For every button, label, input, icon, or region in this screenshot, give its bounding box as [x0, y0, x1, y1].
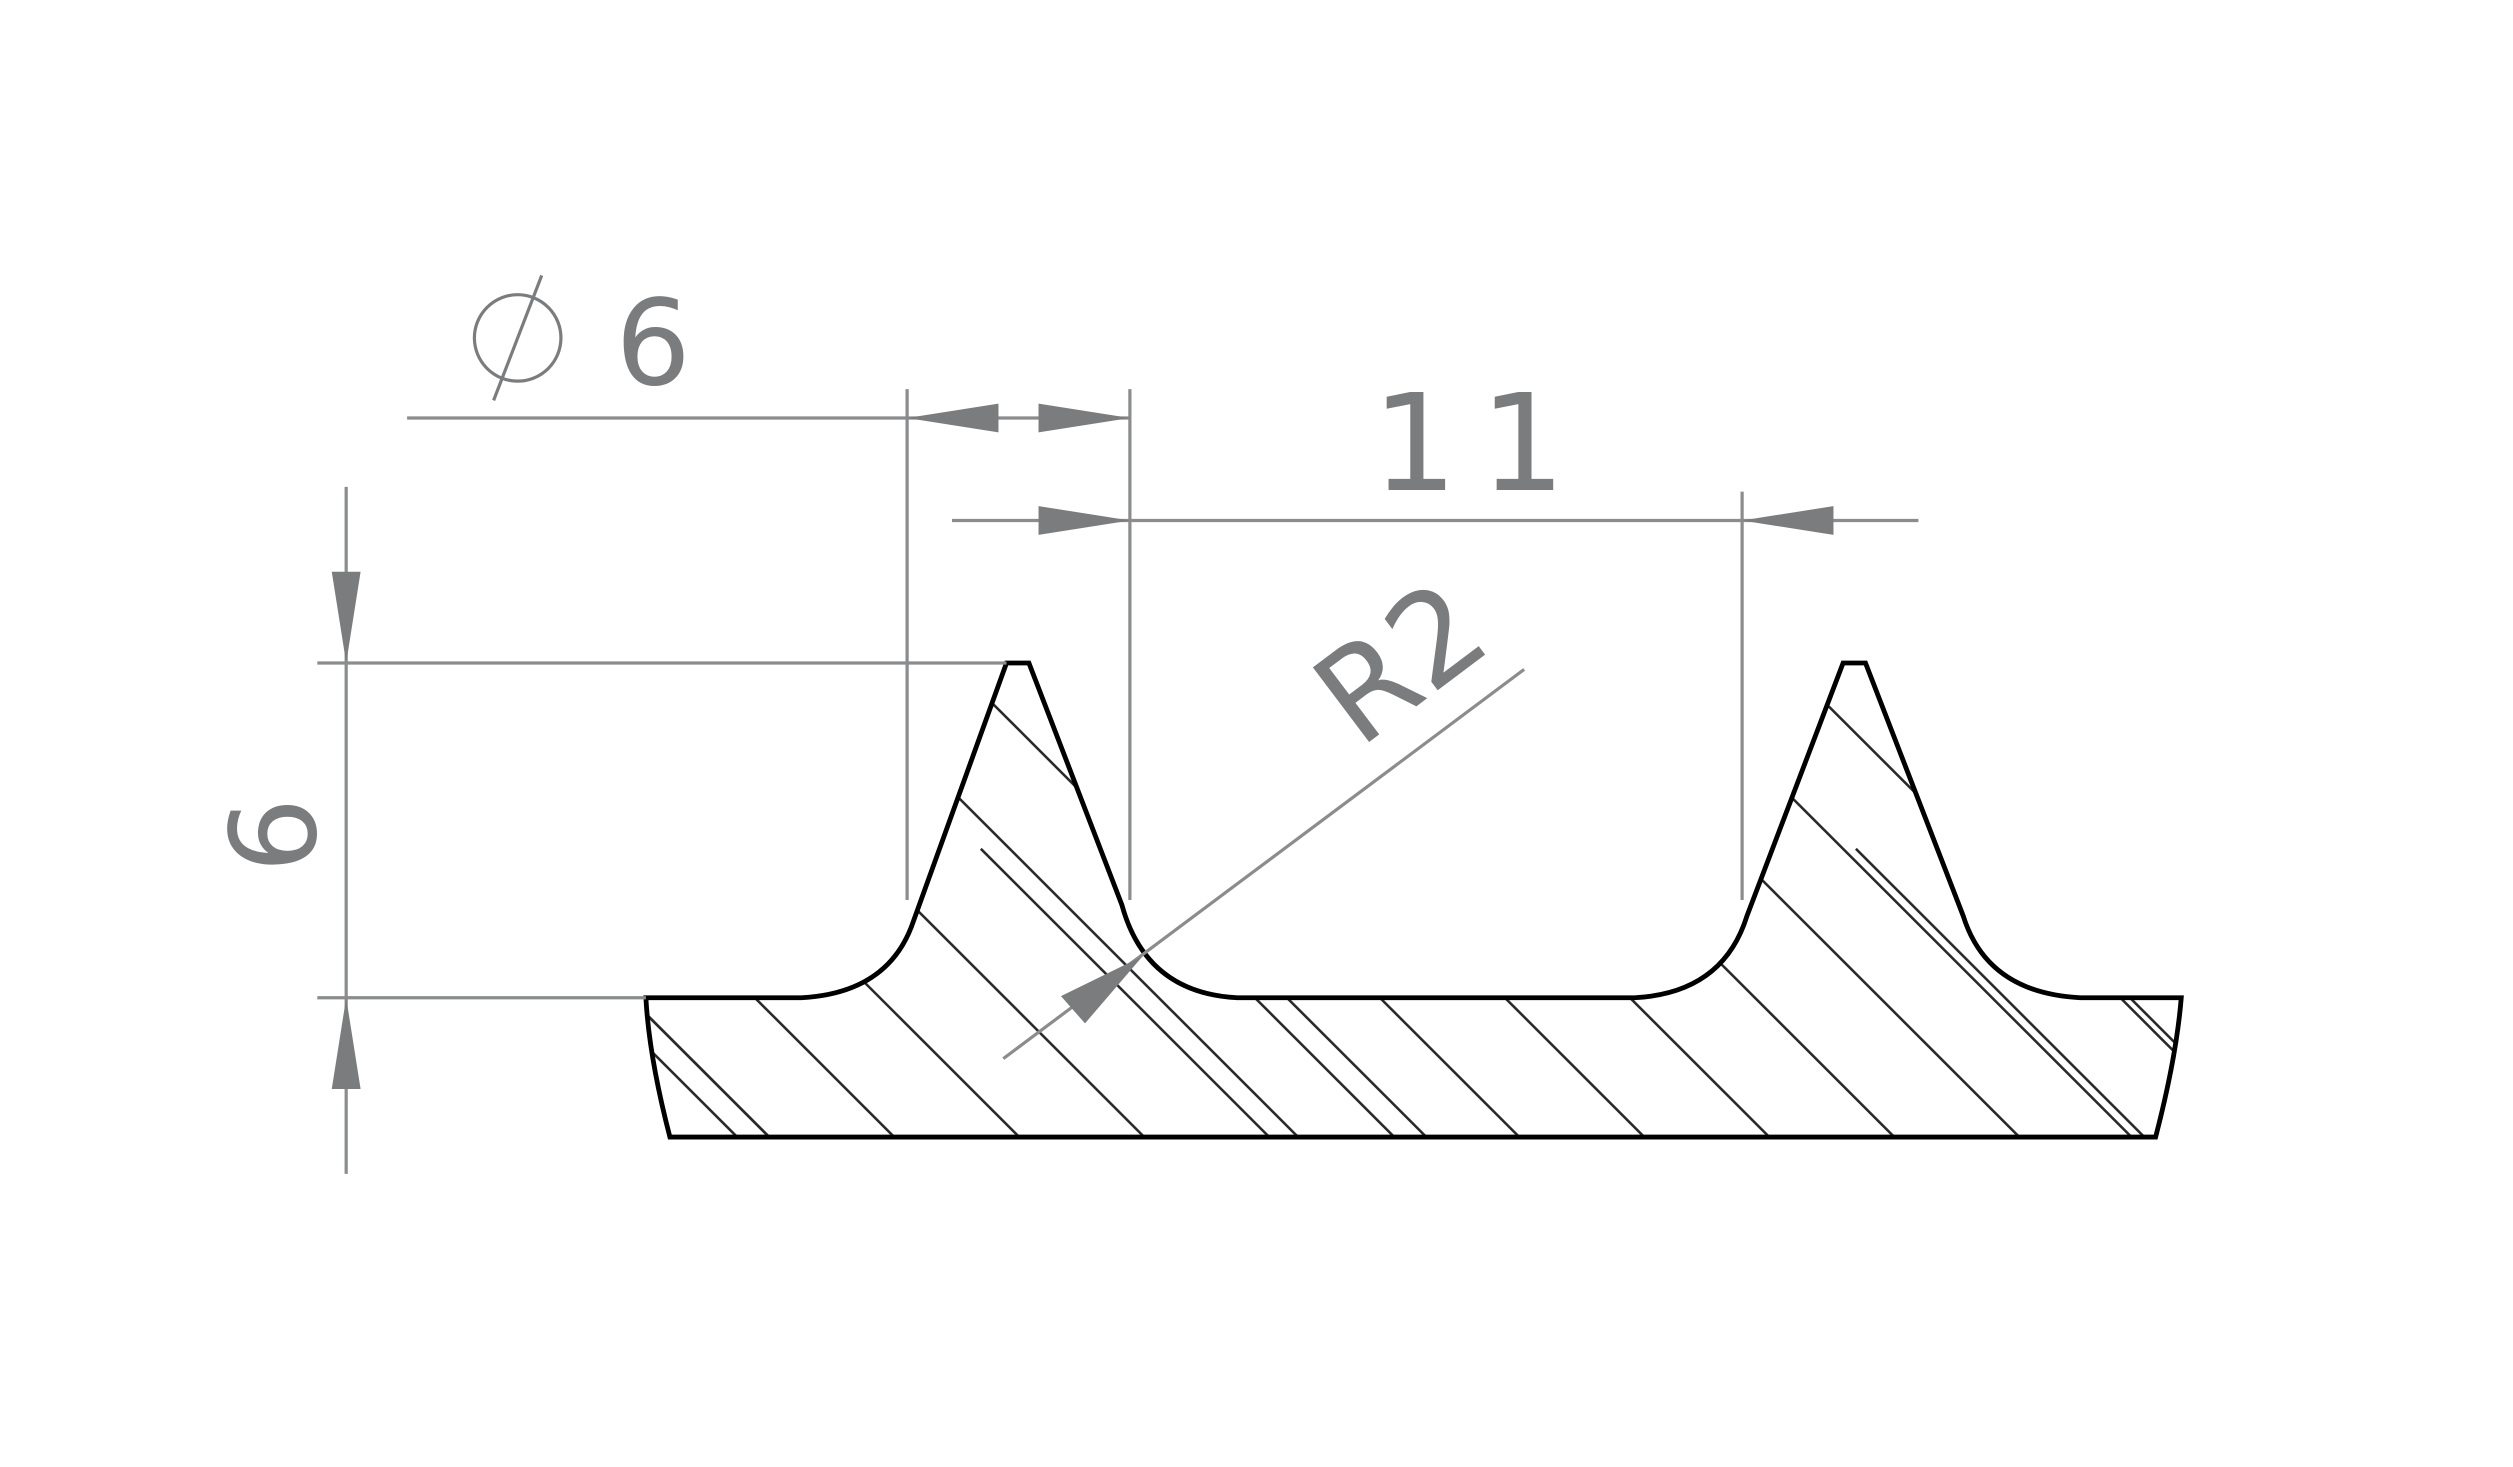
height-arrow-bottom	[331, 997, 361, 1090]
radius-arrow	[1060, 956, 1143, 1024]
pitch-arrow-left	[1038, 506, 1130, 535]
diameter-dimension	[407, 403, 1130, 433]
height-arrow-top	[331, 571, 361, 664]
extension-lines	[317, 389, 1744, 1000]
height-label: 6	[206, 797, 344, 872]
pitch-arrow-right	[1742, 506, 1834, 535]
diameter-arrow-right	[1038, 403, 1130, 433]
pitch-label: 11	[1372, 365, 1588, 522]
height-dimension	[331, 486, 361, 1174]
pitch-dimension	[951, 506, 1919, 535]
diameter-arrow-left	[907, 403, 999, 433]
diameter-symbol-icon	[472, 274, 563, 401]
diameter-value-label: 6	[615, 274, 690, 412]
radius-label: R2	[1288, 553, 1514, 775]
radius-leader	[1002, 668, 1526, 1060]
part-outline	[643, 660, 2184, 1140]
